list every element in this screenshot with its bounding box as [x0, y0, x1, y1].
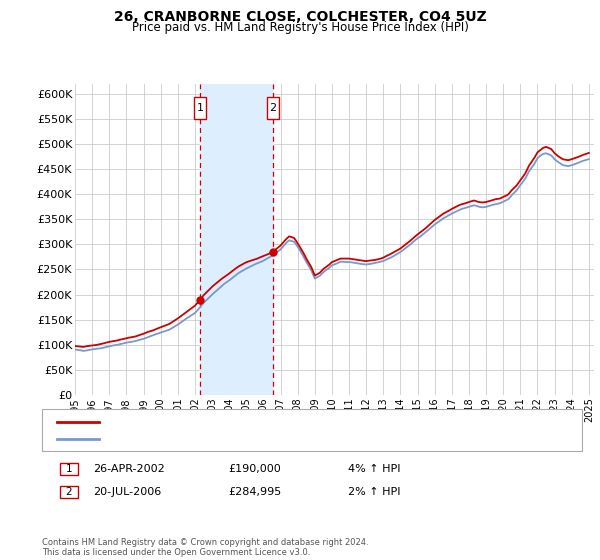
Text: 26, CRANBORNE CLOSE, COLCHESTER, CO4 5UZ: 26, CRANBORNE CLOSE, COLCHESTER, CO4 5UZ [113, 10, 487, 24]
Text: £284,995: £284,995 [228, 487, 281, 497]
Text: 26, CRANBORNE CLOSE, COLCHESTER, CO4 5UZ (detached house): 26, CRANBORNE CLOSE, COLCHESTER, CO4 5UZ… [105, 417, 452, 427]
Text: HPI: Average price, detached house, Colchester: HPI: Average price, detached house, Colc… [105, 434, 354, 444]
Text: Contains HM Land Registry data © Crown copyright and database right 2024.
This d: Contains HM Land Registry data © Crown c… [42, 538, 368, 557]
Text: Price paid vs. HM Land Registry's House Price Index (HPI): Price paid vs. HM Land Registry's House … [131, 21, 469, 34]
Text: 2: 2 [269, 103, 277, 113]
Text: 20-JUL-2006: 20-JUL-2006 [93, 487, 161, 497]
Text: 1: 1 [65, 464, 73, 474]
Text: £190,000: £190,000 [228, 464, 281, 474]
FancyBboxPatch shape [194, 97, 206, 119]
Text: 4% ↑ HPI: 4% ↑ HPI [348, 464, 401, 474]
Text: 26-APR-2002: 26-APR-2002 [93, 464, 165, 474]
FancyBboxPatch shape [267, 97, 279, 119]
Text: 2: 2 [65, 487, 73, 497]
Bar [200, 84, 273, 395]
Text: 1: 1 [197, 103, 204, 113]
Text: 2% ↑ HPI: 2% ↑ HPI [348, 487, 401, 497]
